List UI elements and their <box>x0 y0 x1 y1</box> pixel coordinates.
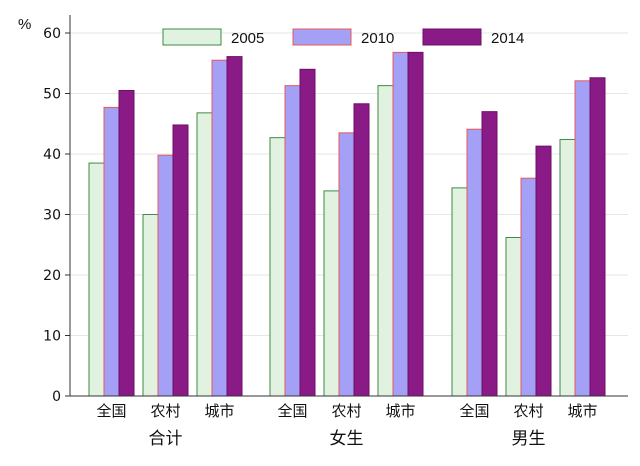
y-tick-label: 60 <box>43 26 61 42</box>
bar-2005-女生-城市 <box>377 85 394 397</box>
bar-2010-合计-城市 <box>211 59 228 397</box>
legend-swatch-2010 <box>292 28 352 46</box>
legend-label: 2010 <box>361 30 394 47</box>
y-axis-label: % <box>18 16 31 33</box>
x-category-label: 城市 <box>385 402 415 420</box>
bar-2010-女生-农村 <box>338 132 355 397</box>
bar-2010-合计-全国 <box>103 106 120 397</box>
axes <box>65 15 628 397</box>
bar-2014-合计-城市 <box>226 56 243 397</box>
legend-label: 2005 <box>231 30 264 47</box>
bar-2005-男生-全国 <box>451 187 468 397</box>
bar-2014-女生-农村 <box>353 103 370 397</box>
bar-2014-合计-全国 <box>118 89 135 397</box>
x-group-label: 男生 <box>512 429 546 449</box>
legend-label: 2014 <box>491 30 524 47</box>
x-category-label: 农村 <box>331 402 361 420</box>
bar-2014-男生-城市 <box>589 77 606 397</box>
x-category-label: 全国 <box>96 402 126 420</box>
bar-2005-女生-农村 <box>323 190 340 397</box>
bar-2014-男生-全国 <box>481 111 498 397</box>
legend: 2005 2010 2014 <box>162 28 524 47</box>
bar-2005-合计-农村 <box>142 214 159 397</box>
x-category-label: 全国 <box>277 402 307 420</box>
y-tick-label: 0 <box>52 389 61 405</box>
bar-2010-男生-全国 <box>466 128 483 397</box>
legend-swatch-2005 <box>162 28 222 46</box>
x-category-label: 农村 <box>513 402 543 420</box>
x-category-label: 全国 <box>459 402 489 420</box>
y-tick-label: 10 <box>43 329 61 345</box>
bar-2005-女生-全国 <box>269 137 286 397</box>
bar-2005-合计-全国 <box>88 162 105 397</box>
x-group-label: 女生 <box>330 429 364 449</box>
bars <box>88 51 606 397</box>
bar-2014-合计-农村 <box>172 124 189 397</box>
bar-2005-男生-城市 <box>559 138 576 397</box>
bar-2014-女生-城市 <box>407 51 424 397</box>
x-category-label: 农村 <box>150 402 180 420</box>
y-tick-label: 30 <box>43 208 61 224</box>
bar-2010-男生-城市 <box>574 80 591 397</box>
bar-2010-女生-全国 <box>284 85 301 397</box>
y-tick-label: 20 <box>43 268 61 284</box>
x-category-label: 城市 <box>567 402 597 420</box>
bar-2010-女生-城市 <box>392 51 409 397</box>
legend-swatch-2014 <box>422 28 482 46</box>
bar-2005-合计-城市 <box>196 112 213 397</box>
y-tick-label: 50 <box>43 87 61 103</box>
bar-2010-合计-农村 <box>157 154 174 397</box>
bar-2010-男生-农村 <box>520 177 537 397</box>
bar-2014-男生-农村 <box>535 145 552 397</box>
y-tick-label: 40 <box>43 147 61 163</box>
bar-2014-女生-全国 <box>299 68 316 397</box>
x-category-label: 城市 <box>204 402 234 420</box>
x-group-label: 合计 <box>149 429 183 449</box>
bar-2005-男生-农村 <box>505 236 522 397</box>
